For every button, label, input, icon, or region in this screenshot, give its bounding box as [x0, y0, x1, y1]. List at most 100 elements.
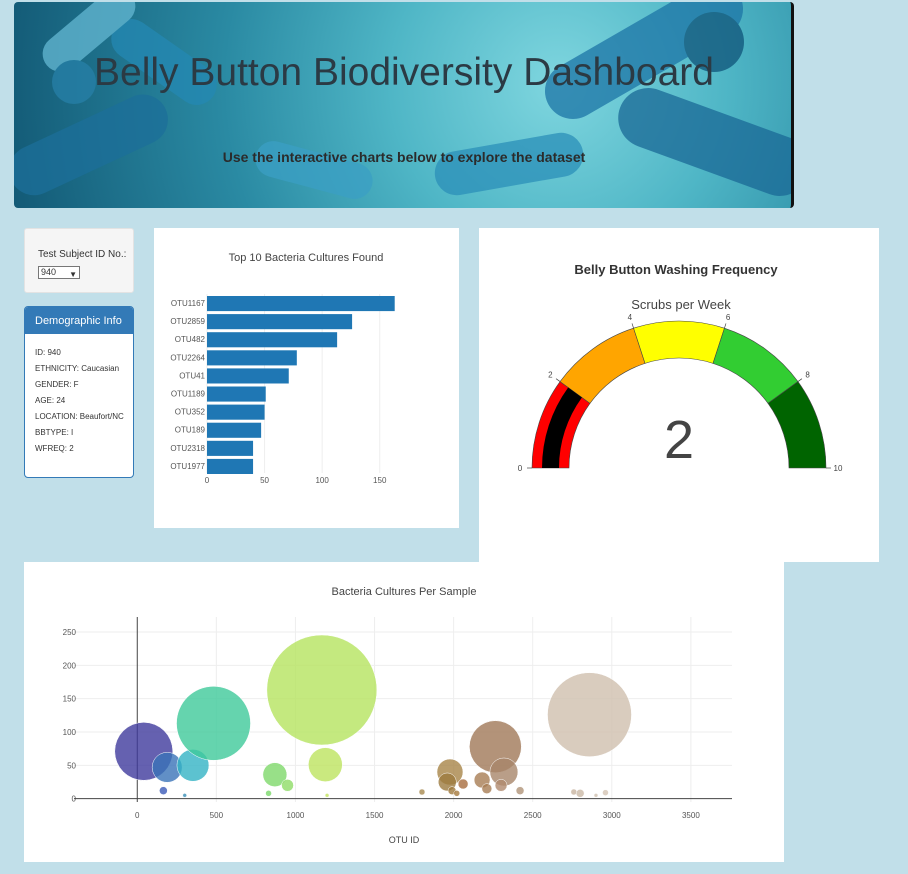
bar-y-tick-label: OTU2264 — [170, 353, 205, 362]
bubble-point — [159, 786, 168, 795]
bubble-point — [266, 634, 378, 746]
bar — [207, 422, 262, 438]
bar-y-tick-label: OTU41 — [179, 371, 205, 380]
demographic-row: LOCATION: Beaufort/NC — [35, 412, 124, 421]
bar — [207, 458, 254, 474]
bar-y-tick-label: OTU1977 — [170, 462, 205, 471]
bubble-point — [176, 686, 251, 761]
bubble-point — [593, 793, 599, 798]
demographic-panel-title: Demographic Info — [25, 307, 133, 334]
bubble-chart: Bacteria Cultures Per Sample 0 50 100 150 200… — [63, 586, 732, 845]
page-title: Belly Button Biodiversity Dashboard — [94, 51, 714, 94]
bubble-point — [262, 762, 288, 787]
bubble-x-tick-label: 0 — [135, 811, 140, 820]
bubble-point — [570, 788, 578, 796]
bubble-point — [494, 779, 508, 792]
gauge-chart-card: Belly Button Washing Frequency Scrubs per… — [479, 228, 879, 562]
gauge-value-bar — [542, 387, 582, 468]
bar-chart-card: Top 10 Bacteria Cultures Found 0 50 100 150 O… — [154, 228, 459, 528]
bar-chart-title: Top 10 Bacteria Cultures Found — [229, 252, 384, 264]
demographic-row: WFREQ: 2 — [35, 444, 74, 453]
gauge-title: Belly Button Washing Frequency — [574, 262, 778, 277]
bubble-point — [547, 672, 632, 757]
bar-x-tick-label: 50 — [260, 476, 269, 485]
bubble-point — [324, 793, 330, 798]
bar-y-tick-label: OTU2318 — [170, 444, 205, 453]
bubble-y-tick-label: 0 — [72, 795, 77, 804]
gauge-tick — [555, 378, 561, 382]
gauge-value: 2 — [664, 410, 694, 470]
gauge-subtitle: Scrubs per Week — [631, 297, 731, 312]
bubble-point — [575, 789, 585, 798]
bubble-x-tick-label: 2000 — [445, 811, 463, 820]
bubble-point — [457, 778, 469, 790]
bubble-x-tick-label: 3500 — [682, 811, 700, 820]
gauge-chart: Belly Button Washing Frequency Scrubs per… — [518, 262, 843, 473]
bubble-point — [453, 790, 461, 797]
bubble-point — [515, 786, 525, 795]
bar-y-tick-label: OTU352 — [175, 408, 206, 417]
bubble-chart-title: Bacteria Cultures Per Sample — [332, 586, 477, 598]
bar-x-tick-label: 150 — [373, 476, 387, 485]
demographic-row: BBTYPE: I — [35, 428, 74, 437]
bar-x-tick-label: 0 — [205, 476, 210, 485]
page-subtitle: Use the interactive charts below to expl… — [222, 149, 586, 165]
bubble-x-tick-label: 1000 — [287, 811, 305, 820]
subject-id-select[interactable]: 940 ▼ — [38, 266, 80, 279]
bubble-point — [281, 779, 294, 792]
bubble-y-tick-label: 150 — [63, 695, 77, 704]
subject-selector-well: Test Subject ID No.: 940 ▼ — [24, 228, 134, 293]
bubble-point — [182, 793, 187, 798]
demographic-row: GENDER: F — [35, 380, 79, 389]
subject-id-label: Test Subject ID No.: — [38, 249, 127, 260]
bar — [207, 350, 297, 366]
header-jumbotron: Belly Button Biodiversity Dashboard Use … — [14, 2, 794, 208]
bubble-y-tick-label: 50 — [67, 761, 76, 770]
bar — [207, 332, 338, 348]
bubble-chart-card: Bacteria Cultures Per Sample 0 50 100 150 200… — [24, 562, 784, 862]
bar — [207, 404, 265, 420]
bar — [207, 314, 353, 330]
gauge-tick — [724, 323, 727, 329]
gauge-tick-label: 2 — [548, 371, 553, 380]
bubble-x-tick-label: 500 — [210, 811, 224, 820]
bubble-x-tick-label: 3000 — [603, 811, 621, 820]
demographic-row: AGE: 24 — [35, 396, 66, 405]
bar — [207, 368, 289, 384]
bubble-point — [602, 789, 609, 796]
bacteria-background-image — [14, 2, 791, 199]
bar-y-tick-label: OTU189 — [175, 426, 206, 435]
bubble-point — [481, 783, 493, 794]
gauge-tick-label: 4 — [628, 313, 633, 322]
demographic-info-list: ID: 940 ETHNICITY: Caucasian GENDER: F AGE:… — [25, 334, 133, 453]
bubble-y-tick-label: 200 — [63, 661, 77, 670]
demographic-panel: Demographic Info ID: 940 ETHNICITY: Cauca… — [24, 306, 134, 478]
bubble-x-tick-label: 2500 — [524, 811, 542, 820]
bubble-y-tick-label: 100 — [63, 728, 77, 737]
gauge-step — [633, 320, 725, 364]
bar — [207, 440, 254, 456]
gauge-tick — [631, 323, 634, 329]
gauge-tick-label: 10 — [834, 464, 843, 473]
bubble-point — [308, 747, 343, 782]
bubble-point — [418, 788, 426, 796]
gauge-tick-label: 6 — [726, 313, 731, 322]
bar-chart: Top 10 Bacteria Cultures Found 0 50 100 150 O… — [170, 252, 395, 485]
bar-y-tick-label: OTU482 — [175, 335, 206, 344]
bar-x-tick-label: 100 — [315, 476, 329, 485]
bar-y-tick-label: OTU2859 — [170, 317, 205, 326]
bar — [207, 296, 395, 312]
bar — [207, 386, 266, 402]
subject-id-value: 940 — [41, 267, 57, 277]
gauge-tick-label: 8 — [805, 371, 810, 380]
bar-y-tick-label: OTU1189 — [171, 390, 206, 399]
bubble-y-tick-label: 250 — [63, 628, 77, 637]
chevron-down-icon: ▼ — [69, 270, 77, 279]
bar-y-tick-label: OTU1167 — [171, 299, 206, 308]
bubble-x-tick-label: 1500 — [366, 811, 384, 820]
demographic-row: ETHNICITY: Caucasian — [35, 364, 120, 373]
bubble-x-axis-label: OTU ID — [389, 835, 420, 845]
demographic-row: ID: 940 — [35, 348, 61, 357]
gauge-tick — [797, 378, 803, 382]
bubble-point — [265, 790, 272, 797]
